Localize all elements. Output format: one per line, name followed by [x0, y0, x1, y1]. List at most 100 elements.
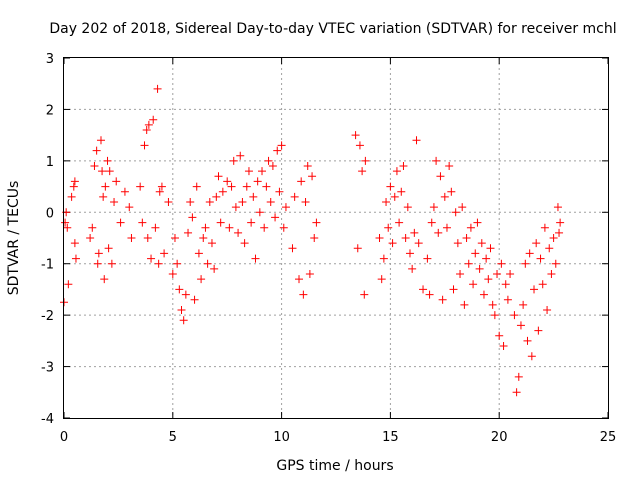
data-point	[253, 177, 262, 186]
data-point	[442, 223, 451, 232]
data-point	[447, 187, 456, 196]
data-point	[105, 167, 114, 176]
data-point	[168, 270, 177, 278]
y-tick-label: -2	[41, 309, 54, 324]
data-point	[379, 254, 388, 263]
data-point	[386, 182, 395, 191]
data-point	[107, 259, 116, 268]
data-point	[464, 259, 473, 268]
data-point	[96, 136, 105, 145]
data-point	[92, 146, 101, 155]
data-point	[173, 259, 182, 268]
data-point	[266, 198, 275, 206]
data-point	[299, 290, 308, 299]
data-point	[94, 249, 103, 258]
data-point	[484, 275, 493, 284]
data-point	[538, 280, 547, 289]
data-point	[506, 270, 515, 278]
data-point	[214, 172, 223, 181]
data-point	[255, 208, 264, 217]
data-point	[471, 249, 480, 258]
data-point	[90, 162, 99, 170]
y-tick-label: 2	[46, 103, 54, 118]
data-point	[540, 223, 549, 232]
data-point	[414, 239, 423, 248]
data-point	[140, 141, 149, 150]
data-point	[310, 234, 319, 242]
data-point	[205, 198, 214, 206]
data-point	[525, 249, 534, 258]
data-point	[423, 254, 432, 263]
plot-frame	[63, 57, 609, 419]
data-point	[553, 203, 562, 212]
data-point	[425, 290, 434, 299]
data-point	[479, 290, 488, 299]
data-point	[436, 172, 445, 181]
data-point	[469, 280, 478, 289]
data-point	[445, 162, 454, 170]
x-tick-label: 25	[600, 430, 617, 445]
data-point	[199, 234, 208, 242]
data-point	[101, 182, 110, 191]
data-point	[295, 275, 304, 284]
data-point	[497, 259, 506, 268]
data-point	[234, 228, 243, 237]
data-point	[412, 136, 421, 145]
x-tick-label: 20	[491, 430, 508, 445]
data-point	[395, 218, 404, 227]
data-point	[545, 244, 554, 253]
y-tick-label: 0	[46, 206, 54, 221]
data-point	[403, 203, 412, 212]
data-point	[155, 187, 164, 196]
data-point	[207, 239, 216, 248]
data-point	[260, 223, 269, 232]
data-point	[405, 249, 414, 258]
data-point	[184, 228, 193, 237]
data-point	[281, 203, 290, 212]
data-point	[516, 321, 525, 330]
data-point	[212, 192, 221, 201]
data-point	[218, 187, 227, 196]
data-point	[382, 198, 391, 206]
data-point	[112, 177, 121, 186]
data-point	[192, 182, 201, 191]
data-point	[429, 203, 438, 212]
data-point	[297, 177, 306, 186]
data-point	[240, 239, 249, 248]
data-point	[249, 192, 258, 201]
data-point	[486, 244, 495, 253]
data-point	[351, 131, 360, 140]
data-point	[186, 198, 195, 206]
data-point	[390, 192, 399, 201]
data-point	[103, 156, 112, 165]
data-points	[60, 84, 565, 397]
y-tick-label: 1	[46, 155, 54, 170]
data-point	[555, 228, 564, 237]
data-point	[179, 316, 188, 325]
data-point	[201, 223, 210, 232]
data-point	[493, 270, 502, 278]
data-point	[70, 239, 79, 248]
data-point	[521, 259, 530, 268]
data-point	[399, 162, 408, 170]
data-point	[530, 285, 539, 294]
data-point	[175, 285, 184, 294]
data-point	[262, 182, 271, 191]
data-point	[210, 264, 219, 273]
data-point	[458, 203, 467, 212]
data-point	[440, 192, 449, 201]
x-tick-label: 10	[273, 430, 290, 445]
data-point	[512, 388, 521, 397]
data-point	[536, 254, 545, 263]
data-point	[460, 300, 469, 309]
data-point	[288, 244, 297, 253]
data-point	[392, 167, 401, 176]
data-point	[408, 264, 417, 273]
data-point	[549, 234, 558, 242]
data-point	[290, 192, 299, 201]
data-point	[453, 239, 462, 248]
data-point	[473, 218, 482, 227]
data-point	[456, 270, 465, 278]
data-point	[451, 208, 460, 217]
